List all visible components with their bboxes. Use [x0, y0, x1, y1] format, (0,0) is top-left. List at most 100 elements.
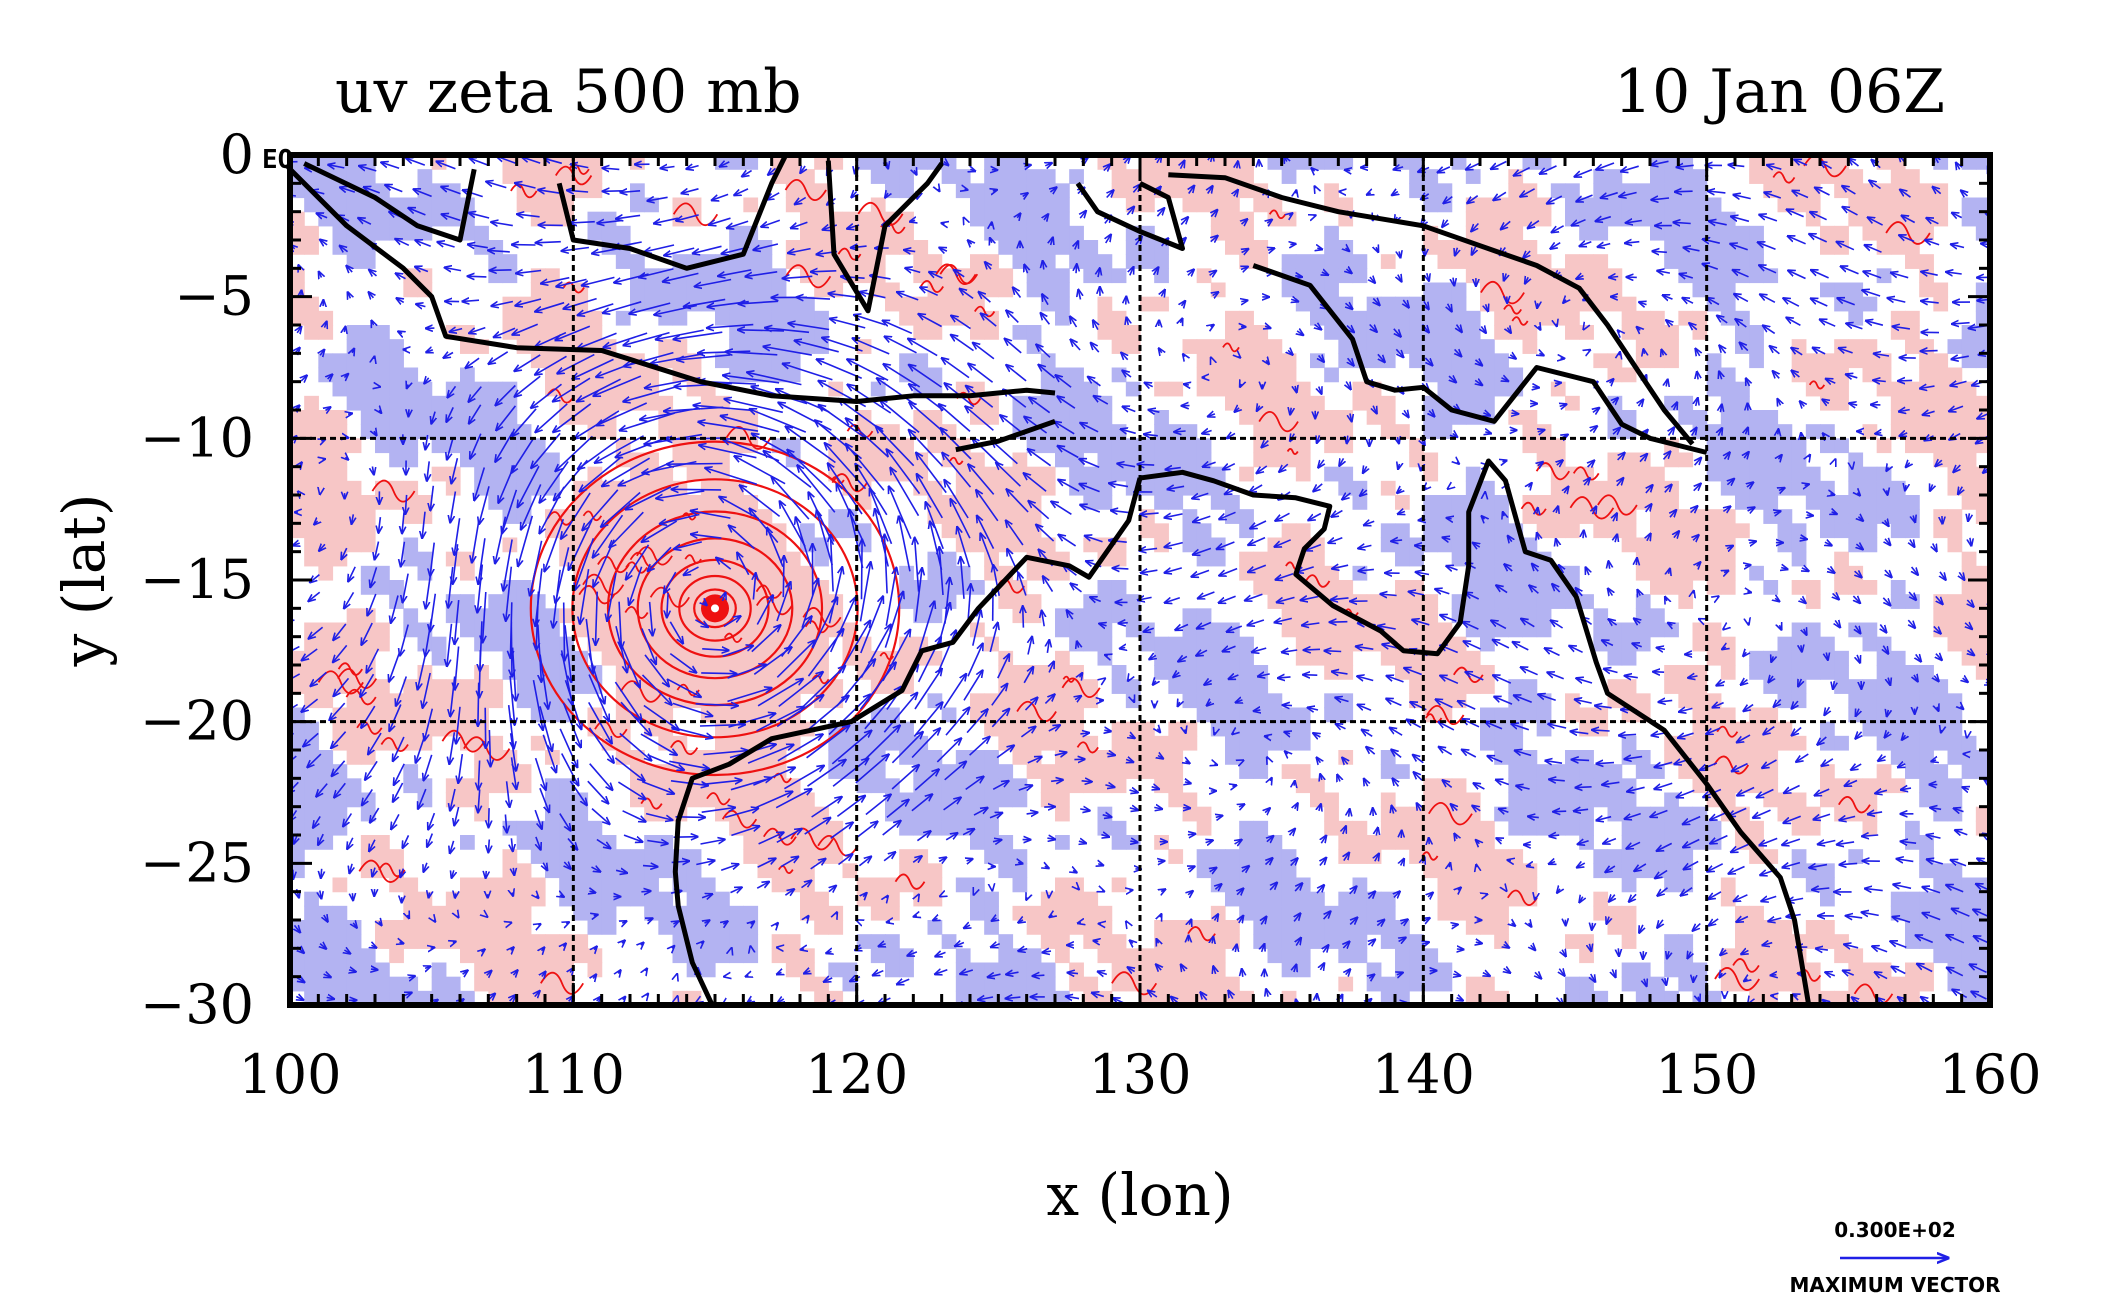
shade-cell	[1380, 310, 1396, 326]
shade-cell	[375, 580, 390, 595]
shade-cell	[1196, 480, 1212, 496]
shade-cell	[1097, 806, 1113, 822]
shade-cell	[545, 792, 560, 808]
shade-cell	[1451, 891, 1467, 907]
shade-cell	[403, 693, 419, 709]
shade-cell	[856, 891, 872, 907]
shade-cell	[516, 820, 532, 836]
shade-cell	[1423, 495, 1439, 510]
shade-cell	[1947, 905, 1963, 921]
shade-cell	[1565, 495, 1580, 510]
shade-cell	[1508, 735, 1524, 751]
shade-cell	[1210, 537, 1226, 553]
shade-cell	[516, 920, 532, 935]
shade-cell	[658, 665, 674, 680]
shade-cell	[1692, 565, 1708, 581]
shade-cell	[290, 750, 305, 765]
shade-cell	[1961, 438, 1977, 454]
shade-cell	[1352, 934, 1368, 949]
shade-cell	[1933, 197, 1949, 213]
shade-cell	[474, 225, 489, 241]
shade-cell	[729, 523, 744, 539]
shade-cell	[389, 438, 404, 454]
shade-cell	[715, 480, 730, 496]
shade-cell	[1834, 580, 1849, 595]
shade-cell	[1621, 934, 1637, 949]
shade-cell	[1310, 792, 1325, 808]
shade-cell	[1678, 948, 1694, 964]
shade-cell	[1621, 650, 1637, 666]
shade-cell	[1777, 735, 1793, 751]
shade-cell	[1097, 920, 1113, 935]
shade-cell	[644, 268, 659, 284]
shade-cell	[1834, 523, 1849, 539]
shade-cell	[1196, 849, 1212, 864]
shade-cell	[1749, 410, 1764, 425]
shade-cell	[417, 395, 433, 411]
shade-cell	[1905, 325, 1920, 340]
shade-cell	[1225, 381, 1240, 397]
shade-cell	[1395, 580, 1410, 595]
shade-cell	[1380, 891, 1396, 907]
shade-cell	[1607, 806, 1623, 822]
shade-cell	[1664, 325, 1679, 340]
shade-cell	[1253, 863, 1269, 879]
shade-cell	[1508, 622, 1524, 638]
shade-cell	[1890, 480, 1906, 496]
shade-cell	[1295, 424, 1311, 439]
shade-cell	[1494, 381, 1509, 397]
shade-cell	[1650, 551, 1665, 567]
shade-cell	[1480, 707, 1495, 723]
shade-cell	[984, 891, 999, 907]
shade-cell	[1423, 509, 1439, 524]
shade-cell	[403, 891, 419, 907]
shade-cell	[1905, 254, 1920, 269]
shade-cell	[1026, 948, 1042, 964]
shade-cell	[1055, 693, 1070, 709]
shade-cell	[672, 622, 688, 638]
shade-cell	[431, 211, 447, 227]
shade-cell	[970, 820, 985, 836]
shade-cell	[1536, 608, 1552, 624]
shade-cell	[1692, 211, 1708, 227]
shade-cell	[1480, 353, 1495, 369]
shade-cell	[1961, 395, 1977, 411]
shade-cell	[1664, 551, 1679, 567]
shade-cell	[1395, 608, 1410, 624]
shade-cell	[1182, 537, 1198, 553]
shade-cell	[1947, 948, 1963, 964]
shade-cell	[389, 424, 404, 439]
shade-cell	[913, 750, 929, 765]
shade-cell	[984, 225, 999, 241]
shade-cell	[1791, 820, 1807, 836]
shade-cell	[1310, 410, 1325, 425]
shade-cell	[1720, 750, 1736, 765]
shade-cell	[1253, 679, 1269, 694]
shade-cell	[757, 806, 773, 822]
shade-cell	[1494, 594, 1509, 609]
shade-cell	[1253, 707, 1269, 723]
shade-cell	[1607, 495, 1623, 510]
shade-cell	[460, 565, 475, 581]
shade-cell	[1182, 976, 1198, 992]
shade-cell	[332, 721, 348, 737]
shade-cell	[800, 976, 815, 992]
shade-cell	[1933, 296, 1949, 312]
shade-cell	[488, 622, 504, 638]
shade-cell	[1140, 240, 1155, 255]
shade-cell	[1281, 395, 1297, 411]
shade-cell	[1253, 835, 1269, 850]
shade-cell	[1267, 395, 1283, 411]
shade-cell	[304, 835, 319, 850]
shade-cell	[1805, 920, 1821, 935]
shade-cell	[1423, 608, 1439, 624]
shade-cell	[984, 395, 999, 411]
shade-cell	[1848, 282, 1864, 298]
shade-cell	[1437, 282, 1453, 298]
shade-cell	[1593, 721, 1609, 737]
shade-cell	[1834, 339, 1849, 354]
shade-cell	[1026, 594, 1042, 609]
shade-cell	[1536, 310, 1552, 326]
shade-cell	[375, 622, 390, 638]
shade-cell	[1678, 806, 1694, 822]
